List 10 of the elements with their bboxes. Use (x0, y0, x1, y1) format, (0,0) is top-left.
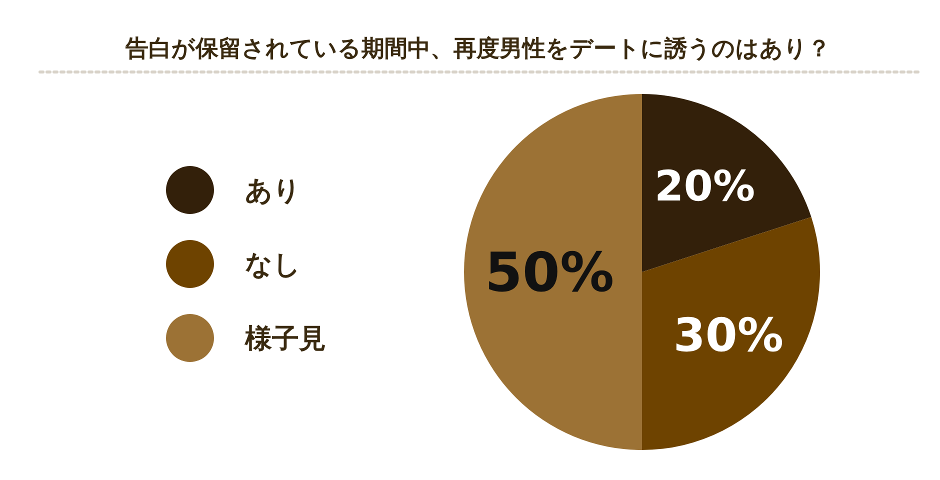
pie-slice (642, 94, 812, 272)
pie-slice (464, 94, 642, 450)
legend-label: なし (245, 249, 301, 280)
data-label: 20% (654, 161, 756, 210)
legend-label: 様子見 (244, 323, 326, 354)
data-label: 50% (484, 240, 614, 304)
legend-label: あり (245, 175, 301, 206)
data-label: 30% (673, 308, 784, 362)
pie-slice (642, 216, 820, 450)
chart-title: 告白が保留されている期間中、再度男性をデートに誘うのはあり？ (124, 35, 830, 62)
